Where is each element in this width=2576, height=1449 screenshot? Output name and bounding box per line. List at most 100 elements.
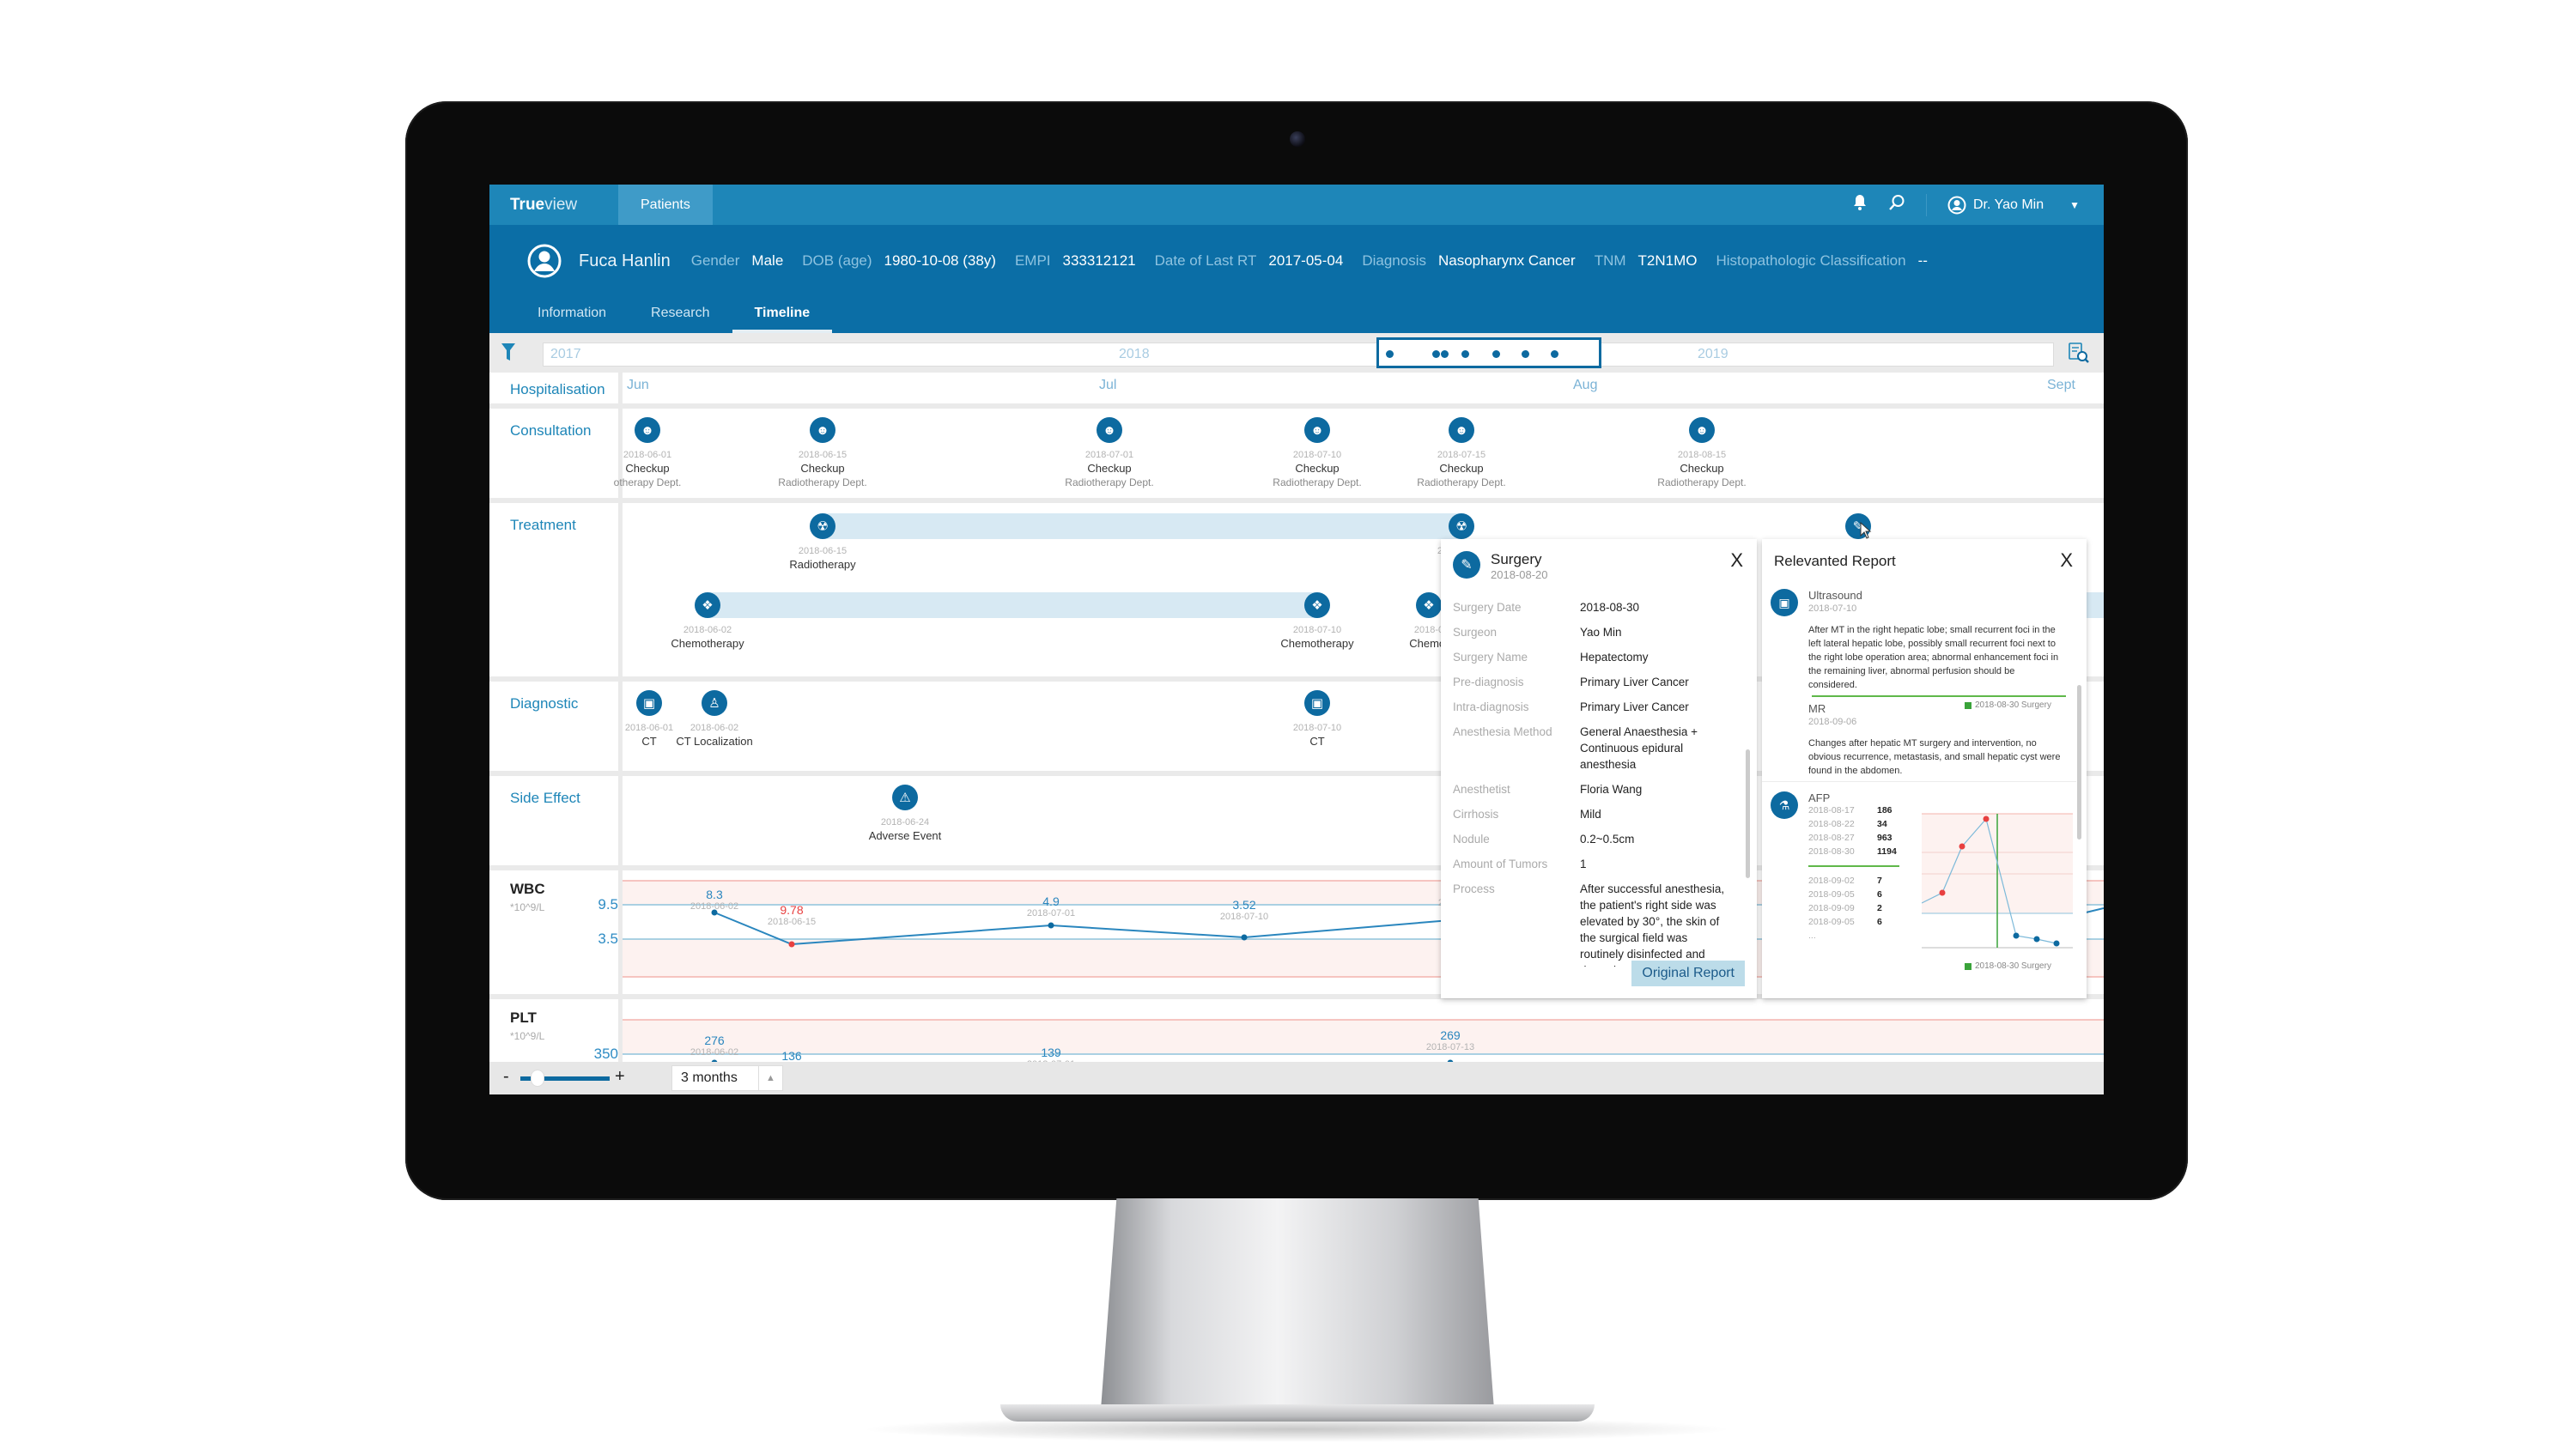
field-label: Amount of Tumors [1453,858,1548,870]
green-square-icon [1965,701,1971,709]
afp-row: 2018-08-22 34 [1808,819,1899,833]
caret-up-icon: ▲ [758,1066,782,1090]
afp-date: 2018-09-09 [1808,903,1855,913]
chemotherapy-course-bar[interactable] [708,592,1317,618]
surgery-divider-line [1812,695,2066,697]
report-name: MR [1808,702,1826,715]
afp-value: 6 [1877,889,1882,900]
field-nodule: Nodule 0.2~0.5cm [1453,831,1728,847]
event-title: Checkup [800,462,845,475]
field-surgery-date: Surgery Date 2018-08-30 [1453,599,1728,615]
consultation-event[interactable]: ☻ 2018-07-10 Checkup Radiotherapy Dept. [1253,417,1382,488]
tab-information[interactable]: Information [538,306,607,320]
consultation-event[interactable]: ☻ 2018-07-15 Checkup Radiotherapy Dept. [1397,417,1526,488]
consultation-event[interactable]: ☻ 2018-06-01 Checkup otherapy Dept. [583,417,712,488]
radiotherapy-course-bar[interactable] [823,513,1461,539]
empi-value: 333312121 [1062,252,1136,269]
treatment-event[interactable]: ❖ 2018-06-02 Chemotherapy [643,592,772,650]
afp-values-table: 2018-08-17 186 2018-08-22 34 2018-08-27 963… [1808,805,1899,941]
diagnostic-event[interactable]: ▣ 2018-06-01 CT [585,690,714,748]
report-ultrasound[interactable]: ▣ Ultrasound 2018-07-10 After MT in the … [1771,589,2071,692]
lab-date: 2018-06-02 [690,1047,739,1058]
side-effect-event[interactable]: ⚠ 2018-06-24 Adverse Event [841,785,969,842]
event-title: CT [641,735,657,748]
histo-value: -- [1917,252,1928,269]
diagnostic-event[interactable]: ♙ 2018-06-02 CT Localization [650,690,779,748]
consultation-event[interactable]: ☻ 2018-07-01 Checkup Radiotherapy Dept. [1045,417,1174,488]
field-value: Floria Wang [1580,783,1643,796]
event-date: 2018-0 [1413,625,1444,635]
event-date: 2018-07-15 [1437,450,1486,460]
patient-avatar-icon [527,244,562,278]
afp-more: ... [1808,931,1816,941]
field-label: Nodule [1453,833,1490,846]
close-icon[interactable]: X [2060,549,2073,571]
lab-value: 276 [704,1034,725,1047]
treatment-event[interactable]: ☢ 2018-06-15 Radiotherapy [758,513,887,571]
event-date: 2018-06-15 [798,450,848,460]
year-2018: 2018 [1119,347,1150,361]
range-event-dot [1551,350,1558,358]
bell-icon[interactable] [1852,194,1868,215]
range-event-dot [1386,350,1394,358]
lab-unit-wbc: *10^9/L [510,901,545,913]
filter-icon[interactable] [501,343,515,361]
afp-value: 1194 [1877,846,1897,857]
ct-scan-icon: ▣ [1304,690,1330,716]
afp-row: 2018-09-05 6 [1808,889,1899,903]
user-menu[interactable]: Dr. Yao Min ▼ [1947,196,2080,215]
zoom-out-button[interactable]: - [503,1067,509,1086]
afp-row: 2018-09-02 7 [1808,876,1899,889]
field-intra-diagnosis: Intra-diagnosis Primary Liver Cancer [1453,699,1728,715]
time-range-select[interactable]: 3 months ▲ [671,1065,783,1091]
range-event-dot [1441,350,1449,358]
field-value: Mild [1580,808,1601,821]
diagnostic-event[interactable]: ▣ 2018-07-10 CT [1253,690,1382,748]
range-selection-window[interactable] [1376,337,1601,368]
report-afp[interactable]: ⚗ AFP [1771,791,2071,819]
tnm-label: TNM [1594,252,1626,269]
consultation-event[interactable]: ☻ 2018-08-15 Checkup Radiotherapy Dept. [1637,417,1766,488]
surgery-fields: Surgery Date 2018-08-30 Surgeon Yao Min Su… [1453,599,1728,975]
treatment-event[interactable]: ❖ 2018-0 Chemot [1364,592,1493,650]
caret-down-icon: ▼ [2069,198,2080,211]
field-value: Primary Liver Cancer [1580,676,1689,688]
event-title: Checkup [1295,462,1340,475]
popup-scrollbar[interactable] [1746,749,1750,878]
report-search-icon[interactable] [2068,342,2090,364]
row-divider [618,409,623,498]
monitor-stand [1101,1198,1494,1410]
report-mr[interactable]: MR 2018-09-06 Changes after hepatic MT s… [1771,702,2071,779]
event-title: Chemot [1409,637,1449,650]
popup-scrollbar[interactable] [2077,685,2081,840]
scalpel-icon: ✎ [1453,551,1480,579]
section-divider [1762,781,2076,782]
pill-icon: ❖ [1304,592,1330,618]
brand-logo[interactable]: Trueview [489,196,618,215]
doctor-icon: ☻ [1449,417,1474,443]
consultation-event[interactable]: ☻ 2018-06-15 Checkup Radiotherapy Dept. [758,417,887,488]
radiation-icon: ☢ [1449,513,1474,539]
field-surgery-name: Surgery Name Hepatectomy [1453,649,1728,665]
row-divider [618,870,623,994]
close-icon[interactable]: X [1730,549,1743,571]
nav-tab-patients[interactable]: Patients [618,185,713,225]
mouse-cursor [1860,522,1872,539]
search-icon[interactable] [1888,194,1905,215]
tab-research[interactable]: Research [651,306,710,320]
row-label-diagnostic: Diagnostic [510,695,579,712]
event-title: Checkup [1680,462,1724,475]
zoom-slider[interactable] [520,1076,610,1081]
original-report-button[interactable]: Original Report [1631,961,1745,986]
treatment-event[interactable]: ❖ 2018-07-10 Chemotherapy [1253,592,1382,650]
top-navbar: Trueview Patients Dr. Yao Min ▼ [489,185,2104,225]
ct-scan-icon: ▣ [636,690,662,716]
zoom-slider-thumb[interactable] [531,1070,544,1087]
afp-value: 7 [1877,876,1882,886]
field-value: Yao Min [1580,626,1622,639]
report-text: After MT in the right hepatic lobe; smal… [1808,625,2059,690]
plt-tick-upper: 350 [593,1046,618,1062]
range-track[interactable]: 2017 2018 2019 [543,343,2054,367]
tab-timeline[interactable]: Timeline [732,306,833,333]
zoom-in-button[interactable]: + [615,1067,625,1086]
